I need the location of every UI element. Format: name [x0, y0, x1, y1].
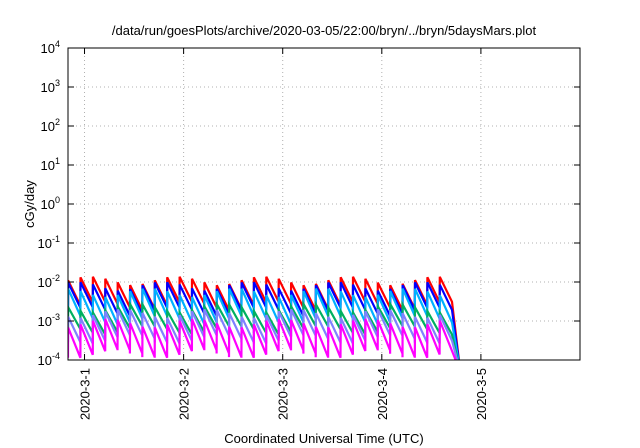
y-tick-label: 103 — [41, 78, 60, 95]
x-tick-label: 2020-3-5 — [474, 368, 489, 420]
y-tick-label: 10-2 — [38, 273, 60, 290]
y-tick-label: 104 — [41, 39, 60, 56]
ticks: 104 103 102 101 100 10-1 10-2 10-3 10-4 2020-3-1 2… — [38, 39, 580, 420]
y-tick-label: 10-3 — [38, 312, 60, 329]
series-line — [68, 318, 457, 360]
y-tick-label: 101 — [41, 156, 60, 173]
y-tick-label: 10-1 — [38, 234, 60, 251]
x-tick-label: 2020-3-3 — [276, 368, 291, 420]
y-tick-label: 10-4 — [38, 351, 60, 368]
chart-title: /data/run/goesPlots/archive/2020-03-05/2… — [112, 23, 537, 38]
grid — [68, 48, 580, 360]
x-tick-label: 2020-3-2 — [177, 368, 192, 420]
x-tick-label: 2020-3-4 — [375, 368, 390, 420]
y-tick-label: 102 — [41, 117, 60, 134]
y-tick-label: 100 — [41, 195, 60, 212]
y-axis-label: cGy/day — [22, 180, 37, 228]
x-tick-label: 2020-3-1 — [78, 368, 93, 420]
series-group — [68, 276, 461, 360]
x-axis-label: Coordinated Universal Time (UTC) — [224, 431, 423, 446]
